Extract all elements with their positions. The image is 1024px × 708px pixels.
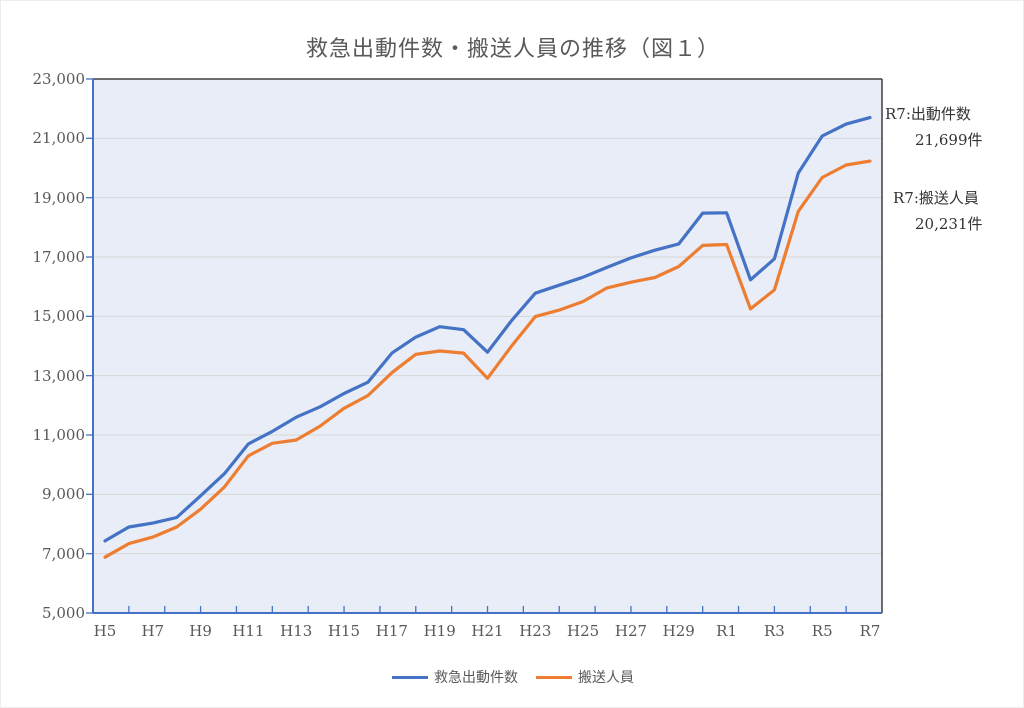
x-axis-label-H29: H29 [662, 622, 695, 640]
y-axis-label-21000: 21,000 [32, 129, 86, 148]
legend-item-transport: 搬送人員 [536, 667, 634, 687]
x-axis-label-H7: H7 [141, 622, 165, 640]
y-axis-label-9000: 9,000 [42, 485, 85, 504]
legend-label-transport: 搬送人員 [578, 669, 634, 685]
plot-area [93, 79, 882, 613]
y-axis-label-13000: 13,000 [32, 366, 86, 385]
x-axis-label-H9: H9 [189, 622, 212, 640]
transport-series-line [103, 159, 872, 559]
x-axis-label-R7: R7 [859, 622, 881, 640]
y-axis-label-17000: 17,000 [32, 248, 86, 266]
x-axis-label-H25: H25 [567, 622, 600, 640]
y-axis-label-23000: 23,000 [32, 70, 86, 88]
annotation-dispatch-value: 21,699件 [915, 131, 983, 149]
annotation-dispatch-r7: R7:出動件数 21,699件 [885, 101, 1023, 153]
annotation-dispatch-label: R7:出動件数 [885, 105, 971, 123]
x-axis-label-R5: R5 [811, 622, 833, 640]
x-axis-label-H21: H21 [471, 622, 504, 640]
x-axis-label-H11: H11 [232, 622, 265, 640]
chart-title: 救急出動件数・搬送人員の推移（図１） [305, 36, 720, 61]
chart-legend: 救急出動件数 搬送人員 [1, 667, 1023, 687]
dispatch-series-line [103, 115, 872, 543]
dispatch-line-swatch-icon [392, 675, 428, 679]
x-axis-label-R1: R1 [716, 622, 737, 640]
x-axis-label-H19: H19 [423, 622, 456, 640]
y-axis-label-11000: 11,000 [32, 426, 86, 444]
x-axis-label-H17: H17 [375, 622, 408, 640]
x-axis-label-H23: H23 [519, 622, 552, 640]
x-axis-label-H15: H15 [327, 622, 361, 640]
annotation-transport-r7: R7:搬送人員 20,231件 [885, 185, 1023, 237]
transport-line-swatch-icon [536, 675, 572, 679]
y-axis-label-19000: 19,000 [32, 188, 86, 207]
x-axis-label-H27: H27 [614, 622, 648, 640]
annotation-transport-value: 20,231件 [915, 215, 983, 233]
y-axis-label-15000: 15,000 [32, 307, 86, 326]
legend-item-dispatch: 救急出動件数 [392, 667, 518, 687]
y-axis-label-7000: 7,000 [42, 544, 85, 563]
legend-label-dispatch: 救急出動件数 [434, 669, 518, 685]
x-axis-label-H5: H5 [93, 622, 117, 640]
annotation-transport-label: R7:搬送人員 [893, 189, 979, 207]
x-axis-label-R3: R3 [763, 622, 785, 640]
y-axis-label-5000: 5,000 [42, 604, 85, 622]
x-axis-label-H13: H13 [280, 622, 313, 640]
